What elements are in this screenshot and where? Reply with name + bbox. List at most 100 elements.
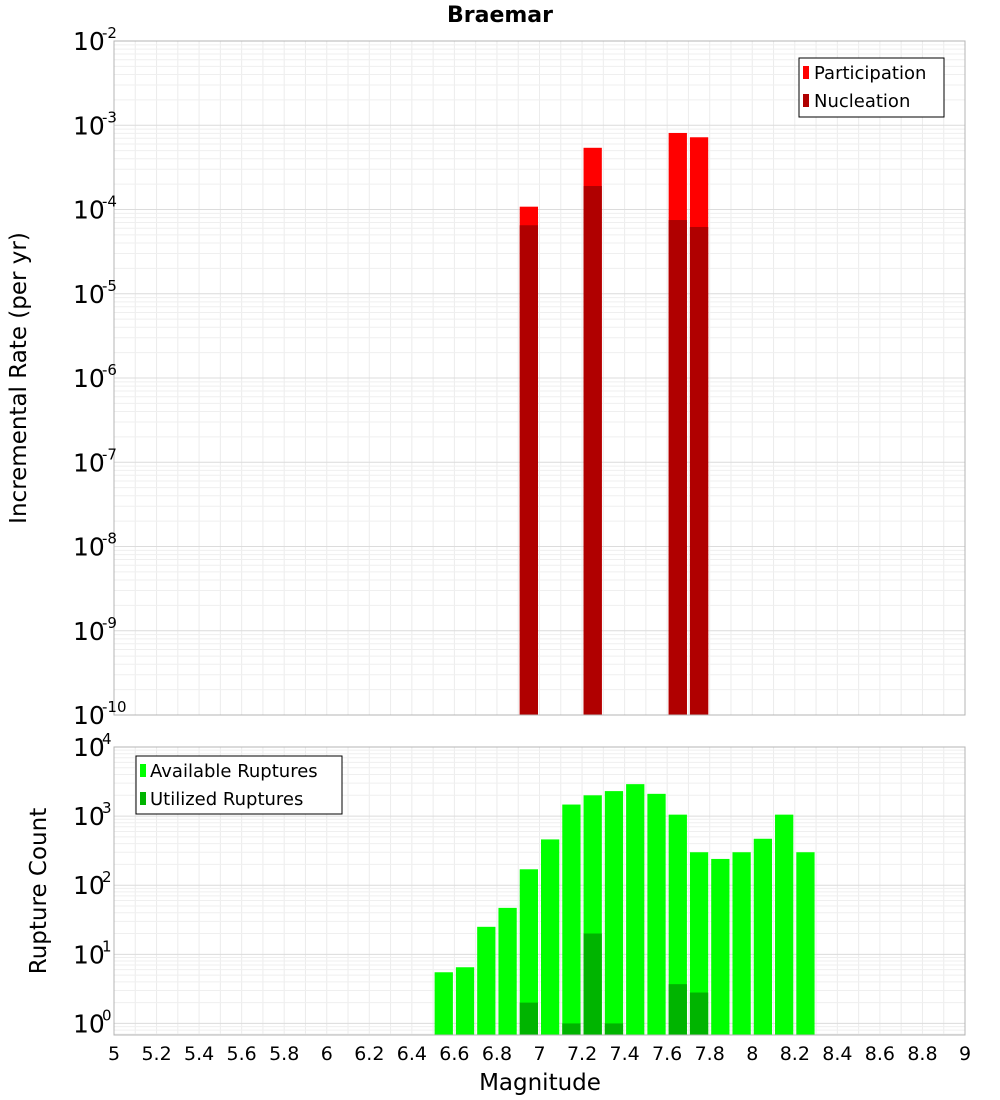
x-axis-label: Magnitude [479, 1070, 601, 1096]
legend-label-participation: Participation [814, 63, 926, 84]
top-y-tick-labels: 10-210-310-410-510-610-710-810-910-10 [73, 24, 127, 730]
bar-available-ruptures-6.75 [477, 926, 496, 1035]
legend-swatch-available [140, 764, 146, 777]
bar-utilized-ruptures-7.75 [689, 992, 709, 1035]
top-y-tick-label: 10 [73, 196, 105, 225]
bar-available-ruptures-8.25 [796, 852, 815, 1035]
x-tick-label: 8 [746, 1043, 758, 1065]
top-y-tick-exponent: -9 [102, 614, 117, 632]
bar-available-ruptures-6.65 [455, 967, 475, 1035]
top-bars [519, 132, 709, 716]
bar-available-ruptures-7.05 [541, 839, 560, 1035]
x-tick-label: 5.2 [141, 1043, 171, 1065]
bottom-y-tick-exponent: 2 [102, 868, 112, 886]
top-y-tick-exponent: -6 [102, 361, 117, 379]
top-y-tick-exponent: -7 [102, 445, 117, 463]
x-tick-label: 7.4 [609, 1043, 639, 1065]
bar-utilized-ruptures-7.15 [562, 1023, 581, 1035]
x-tick-label: 7.2 [567, 1043, 597, 1065]
bar-utilized-ruptures-7.35 [604, 1023, 624, 1035]
top-y-tick-label: 10 [73, 364, 105, 393]
x-tick-labels: 5 5.2 5.4 5.6 5.8 6 6.2 6.4 6.6 6.8 7 7.2 7.4 7.6 7.8 8… [108, 1043, 971, 1065]
top-y-tick-exponent: -8 [102, 530, 117, 548]
x-tick-label: 6.8 [482, 1043, 512, 1065]
x-tick-label: 5.4 [184, 1043, 214, 1065]
top-y-tick-label: 10 [73, 533, 105, 562]
bar-nucleation-7.75 [689, 226, 709, 715]
top-y-tick-label: 10 [73, 701, 105, 730]
bar-available-ruptures-8.15 [775, 814, 794, 1035]
bar-available-ruptures-7.75 [689, 852, 709, 1035]
bar-available-ruptures-7.65 [668, 814, 687, 1035]
legend-swatch-utilized [140, 792, 146, 805]
bar-utilized-ruptures-7.65 [668, 984, 687, 1035]
top-legend: Participation Nucleation [798, 57, 945, 118]
bottom-y-tick-exponent: 1 [102, 937, 112, 955]
bottom-y-tick-exponent: 4 [102, 730, 112, 748]
bottom-y-tick-exponent: 0 [102, 1006, 112, 1024]
x-tick-label: 7.6 [652, 1043, 682, 1065]
x-tick-label: 8.6 [865, 1043, 895, 1065]
top-legend-box [798, 57, 945, 118]
x-tick-label: 8.8 [907, 1043, 937, 1065]
bar-available-ruptures-6.95 [519, 869, 538, 1035]
bottom-y-tick-label: 10 [73, 1009, 105, 1038]
top-y-tick-exponent: -4 [102, 193, 117, 211]
bottom-plot-frame [113, 746, 966, 1036]
top-y-tick-label: 10 [73, 27, 105, 56]
top-y-tick-label: 10 [73, 617, 105, 646]
bar-available-ruptures-7.95 [732, 852, 751, 1035]
top-y-tick-exponent: -2 [102, 24, 117, 42]
bottom-y-tick-label: 10 [73, 940, 105, 969]
bar-nucleation-7.25 [583, 186, 602, 715]
bar-available-ruptures-8.05 [753, 838, 773, 1035]
bar-available-ruptures-7.85 [711, 858, 730, 1035]
legend-label-nucleation: Nucleation [814, 91, 910, 112]
bottom-y-tick-label: 10 [73, 871, 105, 900]
x-tick-label: 6.2 [354, 1043, 384, 1065]
bar-available-ruptures-6.55 [434, 972, 453, 1035]
bottom-y-tick-label: 10 [73, 802, 105, 831]
bar-available-ruptures-6.85 [498, 907, 517, 1035]
bottom-y-tick-exponent: 3 [102, 799, 112, 817]
x-tick-label: 6.6 [439, 1043, 469, 1065]
x-tick-label: 5 [108, 1043, 120, 1065]
bottom-bars [434, 784, 815, 1035]
top-y-tick-label: 10 [73, 448, 105, 477]
legend-label-available: Available Ruptures [150, 761, 318, 782]
x-tick-label: 7 [533, 1043, 545, 1065]
bar-nucleation-7.65 [668, 220, 687, 715]
top-plot-frame [113, 40, 966, 716]
x-tick-label: 8.2 [780, 1043, 810, 1065]
bottom-y-axis-label: Rupture Count [26, 808, 52, 974]
bar-available-ruptures-7.15 [562, 804, 581, 1035]
bar-utilized-ruptures-6.95 [519, 1002, 538, 1035]
bar-available-ruptures-7.35 [604, 791, 624, 1035]
top-y-tick-exponent: -5 [102, 277, 117, 295]
top-y-tick-label: 10 [73, 111, 105, 140]
x-tick-label: 7.8 [695, 1043, 725, 1065]
legend-label-utilized: Utilized Ruptures [150, 789, 303, 810]
top-grid [114, 41, 966, 715]
top-panel: 10-210-310-410-510-610-710-810-910-10 In… [6, 24, 966, 730]
top-y-tick-label: 10 [73, 280, 105, 309]
x-tick-label: 6.4 [397, 1043, 427, 1065]
bottom-legend: Available Ruptures Utilized Ruptures [135, 755, 343, 815]
legend-swatch-nucleation [803, 94, 809, 107]
bar-available-ruptures-7.55 [647, 793, 666, 1035]
chart-title: Braemar [447, 3, 553, 28]
bar-available-ruptures-7.45 [626, 784, 645, 1035]
x-tick-label: 5.8 [269, 1043, 299, 1065]
top-y-tick-exponent: -10 [102, 698, 127, 716]
bottom-y-tick-label: 10 [73, 733, 105, 762]
bottom-legend-box [135, 755, 343, 815]
top-y-tick-exponent: -3 [102, 108, 117, 126]
bar-utilized-ruptures-7.25 [583, 933, 602, 1035]
x-tick-label: 8.4 [822, 1043, 852, 1065]
x-tick-label: 6 [321, 1043, 333, 1065]
top-y-axis-label: Incremental Rate (per yr) [6, 232, 32, 524]
bar-nucleation-6.95 [519, 225, 538, 715]
